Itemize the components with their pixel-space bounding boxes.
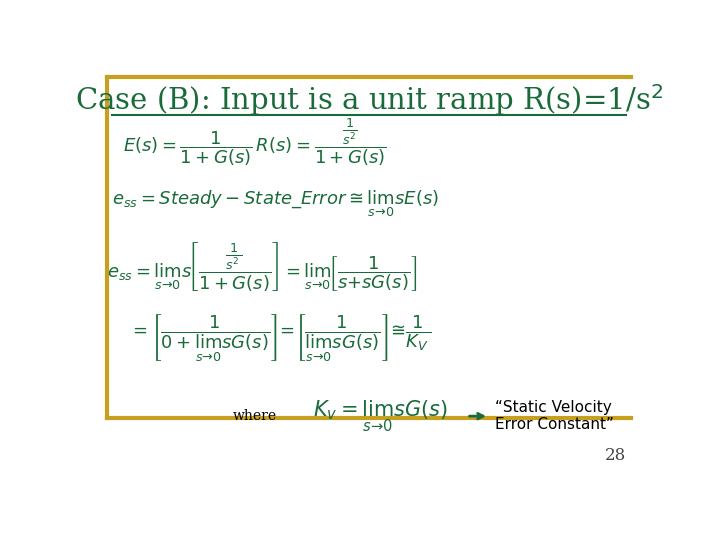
Text: $K_v = \lim_{s \to 0} sG(s)$: $K_v = \lim_{s \to 0} sG(s)$ (313, 399, 448, 434)
Text: $e_{ss} = \lim_{s \to 0} s\!\left[\dfrac{\frac{1}{s^2}}{1+G(s)}\right] = \lim_{s: $e_{ss} = \lim_{s \to 0} s\!\left[\dfrac… (107, 240, 418, 293)
Text: 28: 28 (604, 447, 626, 464)
Text: $= \left[\dfrac{1}{0+\lim_{s \to 0} sG(s)}\right] = \left[\dfrac{1}{\lim_{s \to : $= \left[\dfrac{1}{0+\lim_{s \to 0} sG(s… (129, 312, 431, 363)
Text: “Static Velocity
Error Constant”: “Static Velocity Error Constant” (495, 400, 613, 433)
Text: $e_{ss} = Steady-State\_Error \cong \lim_{s \to 0} sE(s)$: $e_{ss} = Steady-State\_Error \cong \lim… (112, 189, 439, 219)
Text: $E(s) = \dfrac{1}{1+G(s)}\,R(s) = \dfrac{\frac{1}{s^2}}{1+G(s)}$: $E(s) = \dfrac{1}{1+G(s)}\,R(s) = \dfrac… (124, 116, 387, 167)
Text: Case (B): Input is a unit ramp R(s)=1/s$^2$: Case (B): Input is a unit ramp R(s)=1/s$… (75, 82, 663, 118)
Text: where: where (233, 409, 277, 423)
